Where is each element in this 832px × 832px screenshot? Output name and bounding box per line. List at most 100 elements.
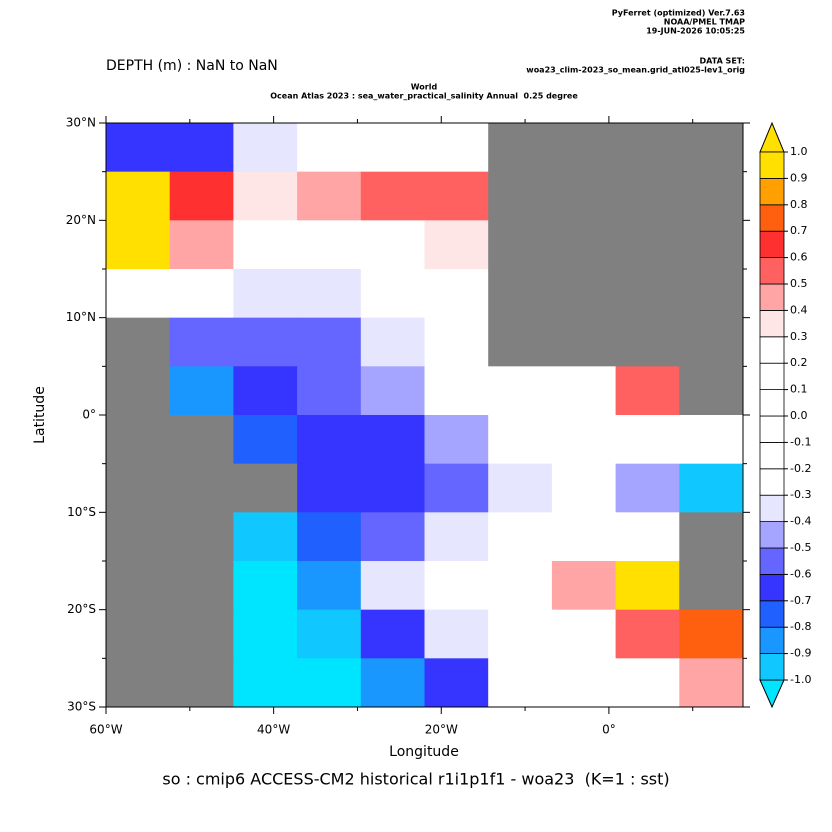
- colorbar-label: -1.0: [790, 673, 811, 686]
- x-tick-label: 0°: [602, 723, 616, 737]
- land: [488, 171, 553, 221]
- colorbar-label: -0.1: [790, 435, 811, 448]
- cell: [551, 561, 617, 611]
- land: [169, 512, 234, 562]
- cell: [679, 463, 744, 513]
- land: [551, 123, 617, 173]
- land: [679, 317, 744, 367]
- cell: [360, 269, 425, 319]
- cell: [106, 269, 171, 319]
- cell: [360, 609, 425, 659]
- cell: [488, 609, 553, 659]
- land: [106, 366, 171, 416]
- y-tick-label: 10°S: [67, 505, 96, 519]
- cell: [424, 658, 489, 708]
- cell: [233, 317, 298, 367]
- land: [551, 269, 617, 319]
- cell: [424, 220, 489, 270]
- colorbar-label: 0.2: [790, 356, 808, 369]
- cell: [424, 171, 489, 221]
- cell: [297, 609, 362, 659]
- land: [615, 317, 680, 367]
- land: [106, 415, 171, 465]
- cell: [233, 123, 298, 173]
- colorbar-box: [759, 521, 785, 549]
- colorbar-box: [759, 204, 785, 232]
- colorbar-label: -0.3: [790, 488, 811, 501]
- cell: [615, 463, 680, 513]
- land: [488, 269, 553, 319]
- cell: [615, 366, 680, 416]
- cell: [488, 512, 553, 562]
- land: [679, 220, 744, 270]
- cell: [424, 123, 489, 173]
- x-axis-label: Longitude: [389, 744, 459, 760]
- cell: [679, 609, 744, 659]
- cell: [551, 366, 617, 416]
- cell: [551, 609, 617, 659]
- cell: [424, 561, 489, 611]
- cell: [615, 658, 680, 708]
- colorbar-label: 0.8: [790, 198, 808, 211]
- land: [106, 317, 171, 367]
- land: [106, 658, 171, 708]
- land: [551, 220, 617, 270]
- cell: [488, 415, 553, 465]
- cell: [233, 366, 298, 416]
- land: [679, 269, 744, 319]
- colorbar-over: [759, 121, 785, 153]
- cell: [360, 415, 425, 465]
- cell: [679, 658, 744, 708]
- cell: [360, 317, 425, 367]
- colorbar-box: [759, 230, 785, 258]
- chart-title: so : cmip6 ACCESS-CM2 historical r1i1p1f…: [162, 770, 669, 789]
- cell: [297, 512, 362, 562]
- cell: [360, 171, 425, 221]
- colorbar-label: -0.9: [790, 647, 811, 660]
- software: PyFerret (optimized) Ver.7.63: [612, 9, 745, 18]
- cell: [297, 317, 362, 367]
- cell: [488, 561, 553, 611]
- y-tick-label: 20°N: [66, 213, 96, 227]
- cell: [233, 171, 298, 221]
- x-tick-label: 20°W: [425, 723, 458, 737]
- colorbar-box: [759, 309, 785, 338]
- cell: [360, 123, 425, 173]
- cell: [551, 512, 617, 562]
- colorbar-box: [759, 600, 785, 628]
- cell: [360, 463, 425, 513]
- colorbar-label: 0.7: [790, 224, 808, 237]
- cell: [615, 415, 680, 465]
- cell: [297, 220, 362, 270]
- y-axis-label: Latitude: [32, 386, 48, 444]
- cell: [615, 561, 680, 611]
- land: [488, 317, 553, 367]
- cell: [233, 415, 298, 465]
- x-tick-label: 60°W: [89, 723, 122, 737]
- cell: [169, 123, 234, 173]
- land: [551, 317, 617, 367]
- colorbar-box: [759, 283, 785, 311]
- colorbar-label: 0.6: [790, 251, 808, 264]
- cell: [360, 366, 425, 416]
- colorbar-label: -0.6: [790, 567, 811, 580]
- colorbar-box: [759, 257, 785, 285]
- cell: [424, 609, 489, 659]
- land: [488, 220, 553, 270]
- land: [615, 171, 680, 221]
- land: [679, 123, 744, 173]
- cell: [360, 220, 425, 270]
- colorbar-box: [759, 547, 785, 575]
- cell: [169, 317, 234, 367]
- cell: [297, 269, 362, 319]
- subtitle: World: [411, 83, 438, 92]
- cell: [233, 512, 298, 562]
- cell: [551, 658, 617, 708]
- colorbar-label: -0.8: [790, 620, 811, 633]
- land: [169, 561, 234, 611]
- land: [169, 658, 234, 708]
- cell: [106, 220, 171, 270]
- colorbar-box: [759, 626, 785, 655]
- cell: [233, 658, 298, 708]
